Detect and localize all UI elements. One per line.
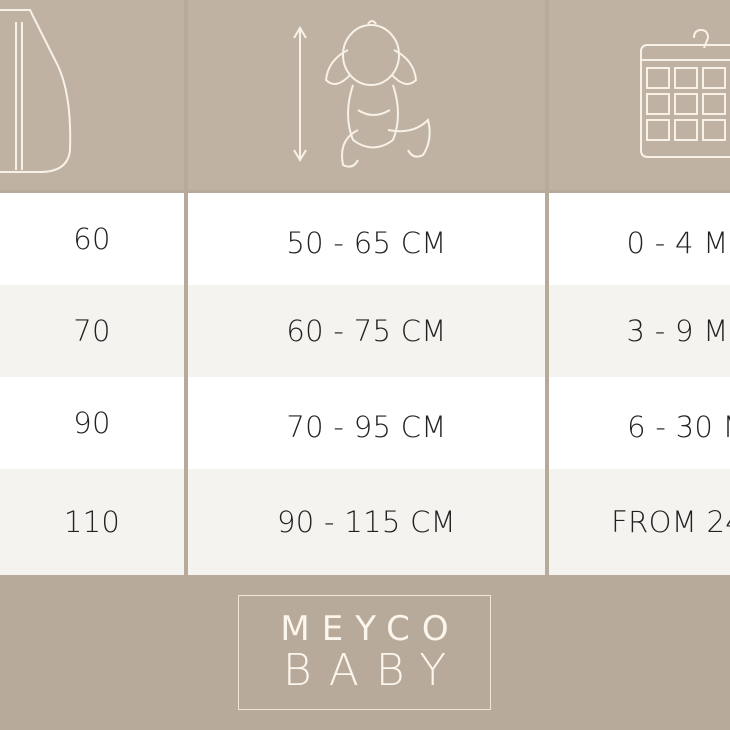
calendar-icon xyxy=(640,28,730,158)
baby-height-icon xyxy=(293,20,431,168)
height-column: 50 - 65 CM 60 - 75 CM 70 - 95 CM 90 - 11… xyxy=(188,193,545,575)
header-cell-height xyxy=(188,0,545,190)
meyco-baby-logo: MEYCO BABY xyxy=(238,595,491,710)
header-cell-age xyxy=(549,0,730,190)
table-cell: 6 - 30 MONTHS xyxy=(549,377,730,477)
table-cell: 110 xyxy=(0,469,184,575)
table-cell: 60 - 75 CM xyxy=(188,285,545,377)
logo-line-2: BABY xyxy=(282,645,464,696)
table-cell: 70 - 95 CM xyxy=(188,377,545,477)
logo-line-1: MEYCO xyxy=(280,609,461,649)
table-cell: 70 xyxy=(0,285,184,377)
table-cell: 50 - 65 CM xyxy=(188,193,545,293)
table-cell: 3 - 9 MONTHS xyxy=(549,285,730,377)
age-column: 0 - 4 MONTHS 3 - 9 MONTHS 6 - 30 MONTHS … xyxy=(549,193,730,575)
sleeping-bag-icon xyxy=(0,9,72,173)
table-cell: FROM 24 MONTHS xyxy=(549,469,730,575)
table-cell: 90 - 115 CM xyxy=(188,469,545,575)
header-cell-size xyxy=(0,0,184,190)
size-column: 60 70 90 110 xyxy=(0,193,184,575)
table-cell: 0 - 4 MONTHS xyxy=(549,193,730,293)
table-cell: 90 xyxy=(0,377,184,469)
table-cell: 60 xyxy=(0,193,184,285)
